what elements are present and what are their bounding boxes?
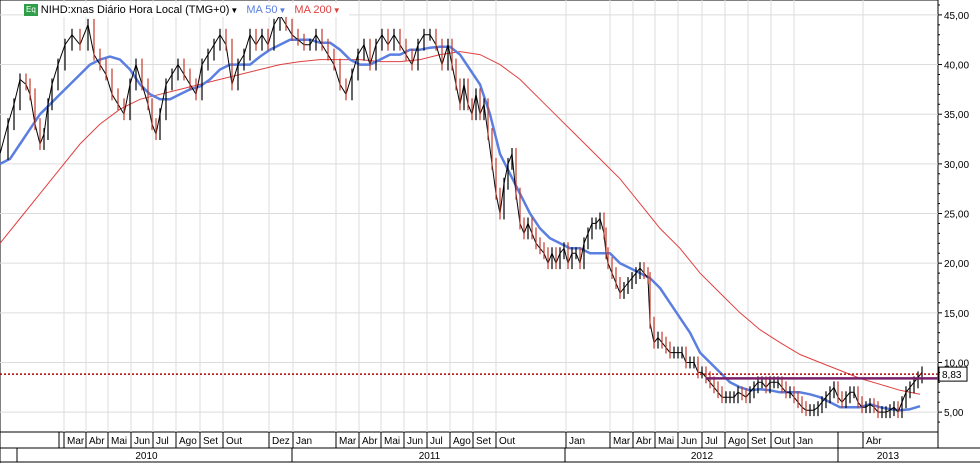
month-label: Mar <box>67 436 85 447</box>
month-label: Abr <box>89 436 105 447</box>
chart-legend: Eq NIHD:xnas Diário Hora Local (TMG+0)▼ … <box>24 3 349 17</box>
y-tick-label: 15,00 <box>944 309 969 320</box>
month-label: Set <box>751 436 766 447</box>
plot-area <box>0 0 939 433</box>
month-label: Mar <box>613 436 631 447</box>
price-markers: 8,83 <box>0 366 968 382</box>
month-label: Jan <box>296 436 312 447</box>
month-label: Abr <box>362 436 378 447</box>
symbol-dropdown-icon: ▼ <box>230 6 239 15</box>
price-series <box>0 8 923 419</box>
month-label: Jul <box>430 436 443 447</box>
ma50-selector[interactable]: MA 50▼ <box>246 4 286 16</box>
y-tick-label: 20,00 <box>944 259 969 270</box>
year-label: 2013 <box>877 451 900 462</box>
year-label: 2010 <box>135 451 158 462</box>
month-label: Mar <box>339 436 357 447</box>
month-label: Mai <box>111 436 127 447</box>
y-tick-label: 30,00 <box>944 160 969 171</box>
month-label: Ago <box>179 436 197 447</box>
x-axis: Mar Abr Mai Jun Jul Ago Set Out Dez Jan Mar Abr Mai J… <box>0 432 980 463</box>
month-label: Abr <box>636 436 652 447</box>
month-label: Jan <box>797 436 813 447</box>
month-label: Mai <box>384 436 400 447</box>
y-tick-label: 35,00 <box>944 110 969 121</box>
price-tag-label: 8,83 <box>942 370 962 381</box>
month-label: Jan <box>569 436 585 447</box>
month-label: Ago <box>728 436 746 447</box>
month-label: Set <box>203 436 218 447</box>
month-label: Jul <box>156 436 169 447</box>
ma200-label: MA 200 <box>294 4 332 16</box>
y-tick-label: 10,00 <box>944 358 969 369</box>
y-axis: 5,00 10,00 15,00 20,00 25,00 30,00 35,00 40,00 4… <box>938 4 969 423</box>
month-label: Mai <box>658 436 674 447</box>
month-label: Dez <box>272 436 290 447</box>
month-label: Jun <box>134 436 150 447</box>
month-label: Set <box>476 436 491 447</box>
symbol-selector[interactable]: NIHD:xnas Diário Hora Local (TMG+0)▼ <box>41 4 239 16</box>
month-label: Out <box>226 436 242 447</box>
symbol-label: NIHD:xnas Diário Hora Local (TMG+0) <box>40 4 230 16</box>
month-label: Out <box>774 436 790 447</box>
month-label: Ago <box>453 436 471 447</box>
price-tag-box <box>938 366 968 382</box>
ma200-selector[interactable]: MA 200▼ <box>294 4 340 16</box>
y-tick-label: 40,00 <box>944 61 969 72</box>
equity-badge: Eq <box>24 4 38 16</box>
month-label: Jul <box>705 436 718 447</box>
month-label: Abr <box>866 436 882 447</box>
month-label: Out <box>499 436 515 447</box>
y-tick-label: 5,00 <box>944 408 964 419</box>
year-label: 2012 <box>691 451 714 462</box>
ma50-line <box>0 38 921 412</box>
ma200-dropdown-icon: ▼ <box>332 6 341 15</box>
year-label: 2011 <box>419 451 441 462</box>
month-label: Jun <box>681 436 697 447</box>
y-tick-label: 45,00 <box>944 11 969 22</box>
ma50-label: MA 50 <box>246 4 278 16</box>
month-label: Jun <box>407 436 423 447</box>
ma50-series <box>0 38 921 412</box>
y-tick-label: 25,00 <box>944 210 969 221</box>
ma50-dropdown-icon: ▼ <box>278 6 287 15</box>
